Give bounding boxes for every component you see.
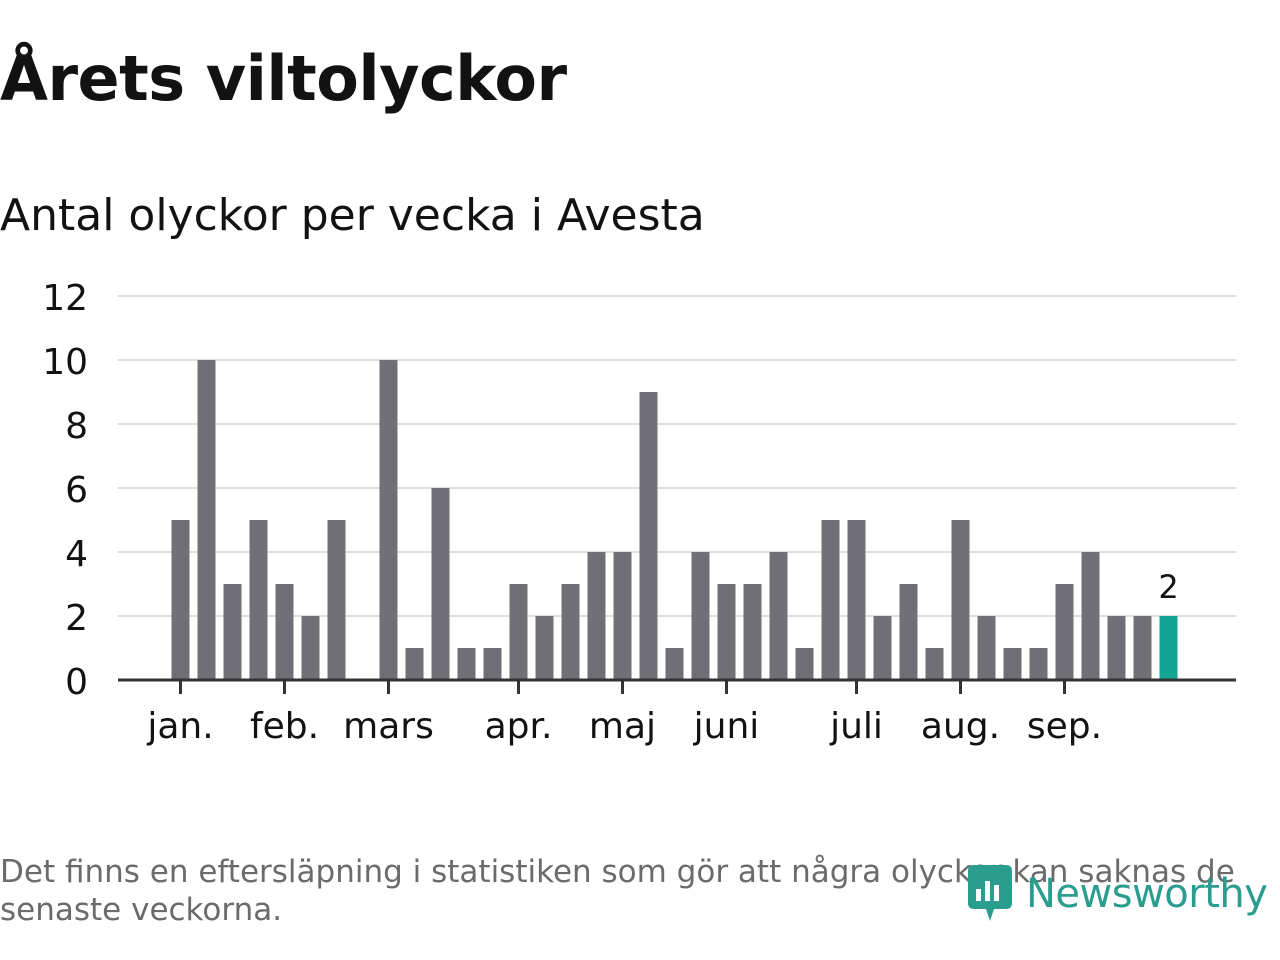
chart-title: Årets viltolyckor [0,42,567,115]
bar [691,552,710,680]
bar [275,584,294,680]
y-tick-label: 4 [65,534,88,575]
bar [587,552,606,680]
x-tick-label: aug. [921,706,1000,747]
bar-chart: 0 2 4 6 8 10 12 jan. feb. mars apr. maj juni juli aug… [42,278,1236,747]
bar [873,616,892,680]
x-tick-label: maj [589,706,656,747]
bar [483,648,502,680]
bar [405,648,424,680]
bar [769,552,788,680]
y-tick-label: 6 [65,470,88,511]
x-tick-label: mars [343,706,434,747]
bar [171,520,190,680]
gridlines [118,295,1236,617]
chart-subtitle: Antal olyckor per vecka i Avesta [0,190,705,241]
bar [457,648,476,680]
bar [301,616,320,680]
bar [821,520,840,680]
bar [1003,648,1022,680]
newsworthy-brand-name: Newsworthy [1026,871,1268,917]
bar [249,520,268,680]
y-tick-label: 2 [65,598,88,639]
bar [509,584,528,680]
newsworthy-logo-icon [968,865,1012,921]
bar [613,552,632,680]
x-axis-month-labels: jan. feb. mars apr. maj juni juli aug. sep. [146,680,1102,747]
bars [171,360,1178,680]
newsworthy-logo: Newsworthy [964,862,1268,926]
bar [1107,616,1126,680]
y-axis-ticks: 0 2 4 6 8 10 12 [42,278,88,703]
bar [899,584,918,680]
bar [847,520,866,680]
bar-highlight [1159,616,1178,680]
bar [665,648,684,680]
bar [197,360,216,680]
bar [561,584,580,680]
bar [1081,552,1100,680]
x-tick-label: sep. [1027,706,1102,747]
bar [1055,584,1074,680]
bar [223,584,242,680]
bar [431,488,450,680]
bar [925,648,944,680]
x-tick-label: jan. [146,706,213,747]
bar [1133,616,1152,680]
x-tick-label: feb. [250,706,319,747]
x-tick-label: juli [829,706,883,747]
y-tick-label: 12 [42,278,88,319]
bar [717,584,736,680]
footnote: Det finns en eftersläpning i statistiken… [0,854,1235,928]
last-bar-value-label: 2 [1158,568,1178,606]
bar [1029,648,1048,680]
bar [327,520,346,680]
y-tick-label: 8 [65,406,88,447]
bar [977,616,996,680]
y-tick-label: 0 [65,662,88,703]
bar [795,648,814,680]
bar [639,392,658,680]
x-tick-label: apr. [485,706,553,747]
y-tick-label: 10 [42,342,88,383]
bar [743,584,762,680]
bar [379,360,398,680]
x-tick-label: juni [693,706,760,747]
bar [951,520,970,680]
bar [535,616,554,680]
